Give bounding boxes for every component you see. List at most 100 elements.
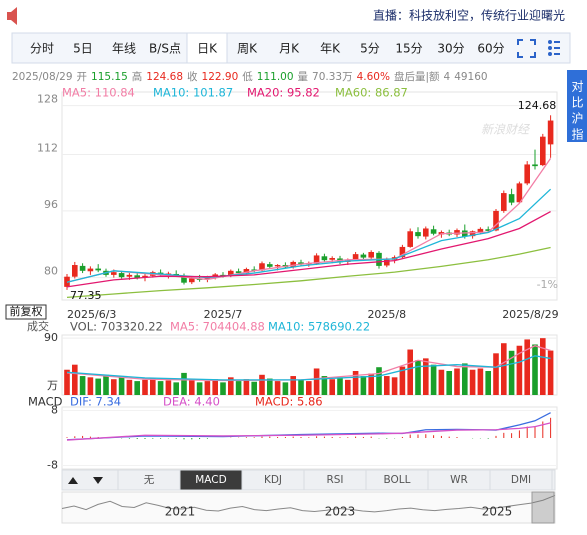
ma-line	[66, 412, 551, 441]
tab[interactable]: 30分	[437, 42, 464, 56]
volume-bar	[384, 376, 390, 395]
compare-button[interactable]: 对比沪指	[570, 80, 584, 144]
y-tick-label: 90	[44, 331, 58, 344]
ma-line	[66, 345, 551, 382]
tab[interactable]: 60分	[477, 42, 504, 56]
indicator-tab[interactable]: BOLL	[384, 474, 411, 486]
x-tick-label: 2025/6/3	[67, 308, 116, 321]
candle-body	[399, 246, 406, 258]
volume-bar	[532, 344, 538, 395]
candle-body	[243, 269, 250, 274]
volume-bar	[298, 379, 304, 395]
tab[interactable]: 年线	[112, 42, 136, 56]
volume-bar	[228, 377, 234, 395]
tabs: 分时 5日 年线 B/S点 日K 周K 月K 年K 5分 15分 30分 60分	[30, 32, 505, 64]
tab[interactable]: 15分	[395, 42, 422, 56]
volume-bar	[267, 378, 273, 395]
volume-bar	[157, 381, 164, 395]
volume-bar	[290, 376, 296, 395]
navigator-handle[interactable]	[531, 491, 555, 524]
volume-bar	[321, 376, 328, 395]
annotation: 77.35	[70, 289, 102, 302]
indicator-tab[interactable]: DMI	[511, 474, 531, 486]
volume-bar	[259, 374, 265, 395]
tab[interactable]: 周K	[237, 42, 258, 56]
volume-bar	[181, 372, 187, 395]
adjust-badge[interactable]	[5, 304, 47, 320]
volume-bar	[251, 381, 257, 395]
info-item: 111.00	[257, 71, 294, 83]
charts: 80 96 112 128 新浪财经 2025/6/3 2025/7 2025/8 2025/8…	[5, 86, 559, 524]
settings-icon[interactable]	[548, 40, 560, 56]
volume-bar	[516, 345, 523, 395]
volume-bar	[235, 381, 242, 395]
info-item: 4	[444, 71, 451, 83]
candle-body	[540, 136, 546, 166]
annotation: -1%	[537, 278, 558, 291]
volume-bar	[446, 371, 452, 395]
legend-item: DIF: 7.34	[70, 395, 121, 409]
y-tick-label: -8	[47, 459, 58, 472]
speaker-icon[interactable]	[7, 7, 17, 25]
volume-bar	[142, 379, 148, 395]
tab[interactable]: 月K	[279, 42, 300, 56]
volume-bar	[103, 374, 109, 395]
ma-line	[66, 211, 551, 288]
indicator-tab[interactable]: KDJ	[264, 474, 282, 486]
volume-bar	[111, 379, 117, 395]
watermark: 新浪财经	[481, 123, 531, 137]
candle-body	[267, 264, 273, 267]
legend-item: MA5: 110.84	[62, 86, 135, 100]
info-item: 70.33万	[312, 71, 353, 83]
tab[interactable]: B/S点	[149, 42, 181, 56]
candle-body	[134, 275, 140, 279]
volume-bar	[87, 377, 94, 395]
volume-bar	[95, 378, 101, 395]
x-tick-label: 2025/7	[204, 308, 243, 321]
volume-bar	[493, 353, 499, 395]
volume-bar	[329, 379, 335, 395]
info-row: 2025/08/29 开 115.15 高 124.68 收 122.90 低 111.00 量 7…	[12, 70, 488, 83]
volume-bar	[64, 369, 70, 395]
legend-item: DEA: 4.40	[163, 395, 220, 409]
candle-body	[251, 269, 257, 271]
indicator-tab[interactable]: MACD	[195, 474, 226, 486]
indicator-tab[interactable]: 无	[144, 474, 155, 486]
indicator-tab[interactable]: WR	[450, 474, 468, 486]
header-title[interactable]: 直播：科技放利空，传统行业迎曙光	[373, 8, 565, 23]
candle-body	[485, 229, 491, 231]
indicator-tab[interactable]: RSI	[326, 474, 343, 486]
adjust-label[interactable]: 前复权	[10, 304, 43, 318]
fullscreen-icon[interactable]	[517, 39, 536, 58]
scroll-down[interactable]	[93, 477, 103, 484]
compare-label[interactable]: 对比沪指	[570, 80, 584, 144]
tab[interactable]: 日K	[197, 42, 218, 56]
volume-bar	[189, 378, 195, 395]
ma-line	[66, 246, 551, 298]
candle-body	[298, 262, 304, 265]
legend-item: MA5: 704404.88	[170, 320, 265, 334]
volume-bar	[337, 377, 343, 395]
tab[interactable]: 5日	[73, 42, 93, 56]
tab[interactable]: 分时	[30, 42, 54, 56]
candle-body	[407, 231, 413, 247]
candle-body	[87, 268, 94, 272]
info-item: 量	[298, 71, 309, 83]
candle-body	[118, 273, 125, 278]
ma-line	[66, 157, 552, 283]
y-tick-label: 112	[37, 142, 58, 155]
candle-body	[508, 194, 515, 203]
volume-bar	[204, 381, 211, 395]
volume-bar	[524, 339, 530, 395]
ma-line	[66, 188, 552, 283]
compare-button-bg[interactable]	[567, 70, 587, 142]
tab[interactable]: 年K	[320, 42, 341, 56]
indicator-tab-bg[interactable]	[489, 469, 553, 491]
candle-body	[477, 228, 484, 233]
info-item: 收	[187, 70, 198, 83]
candle-body	[259, 263, 265, 271]
info-item: 4.60%	[357, 71, 390, 83]
scroll-up[interactable]	[68, 477, 78, 484]
legend-item: MA60: 86.87	[335, 86, 408, 100]
tab[interactable]: 5分	[360, 42, 380, 56]
